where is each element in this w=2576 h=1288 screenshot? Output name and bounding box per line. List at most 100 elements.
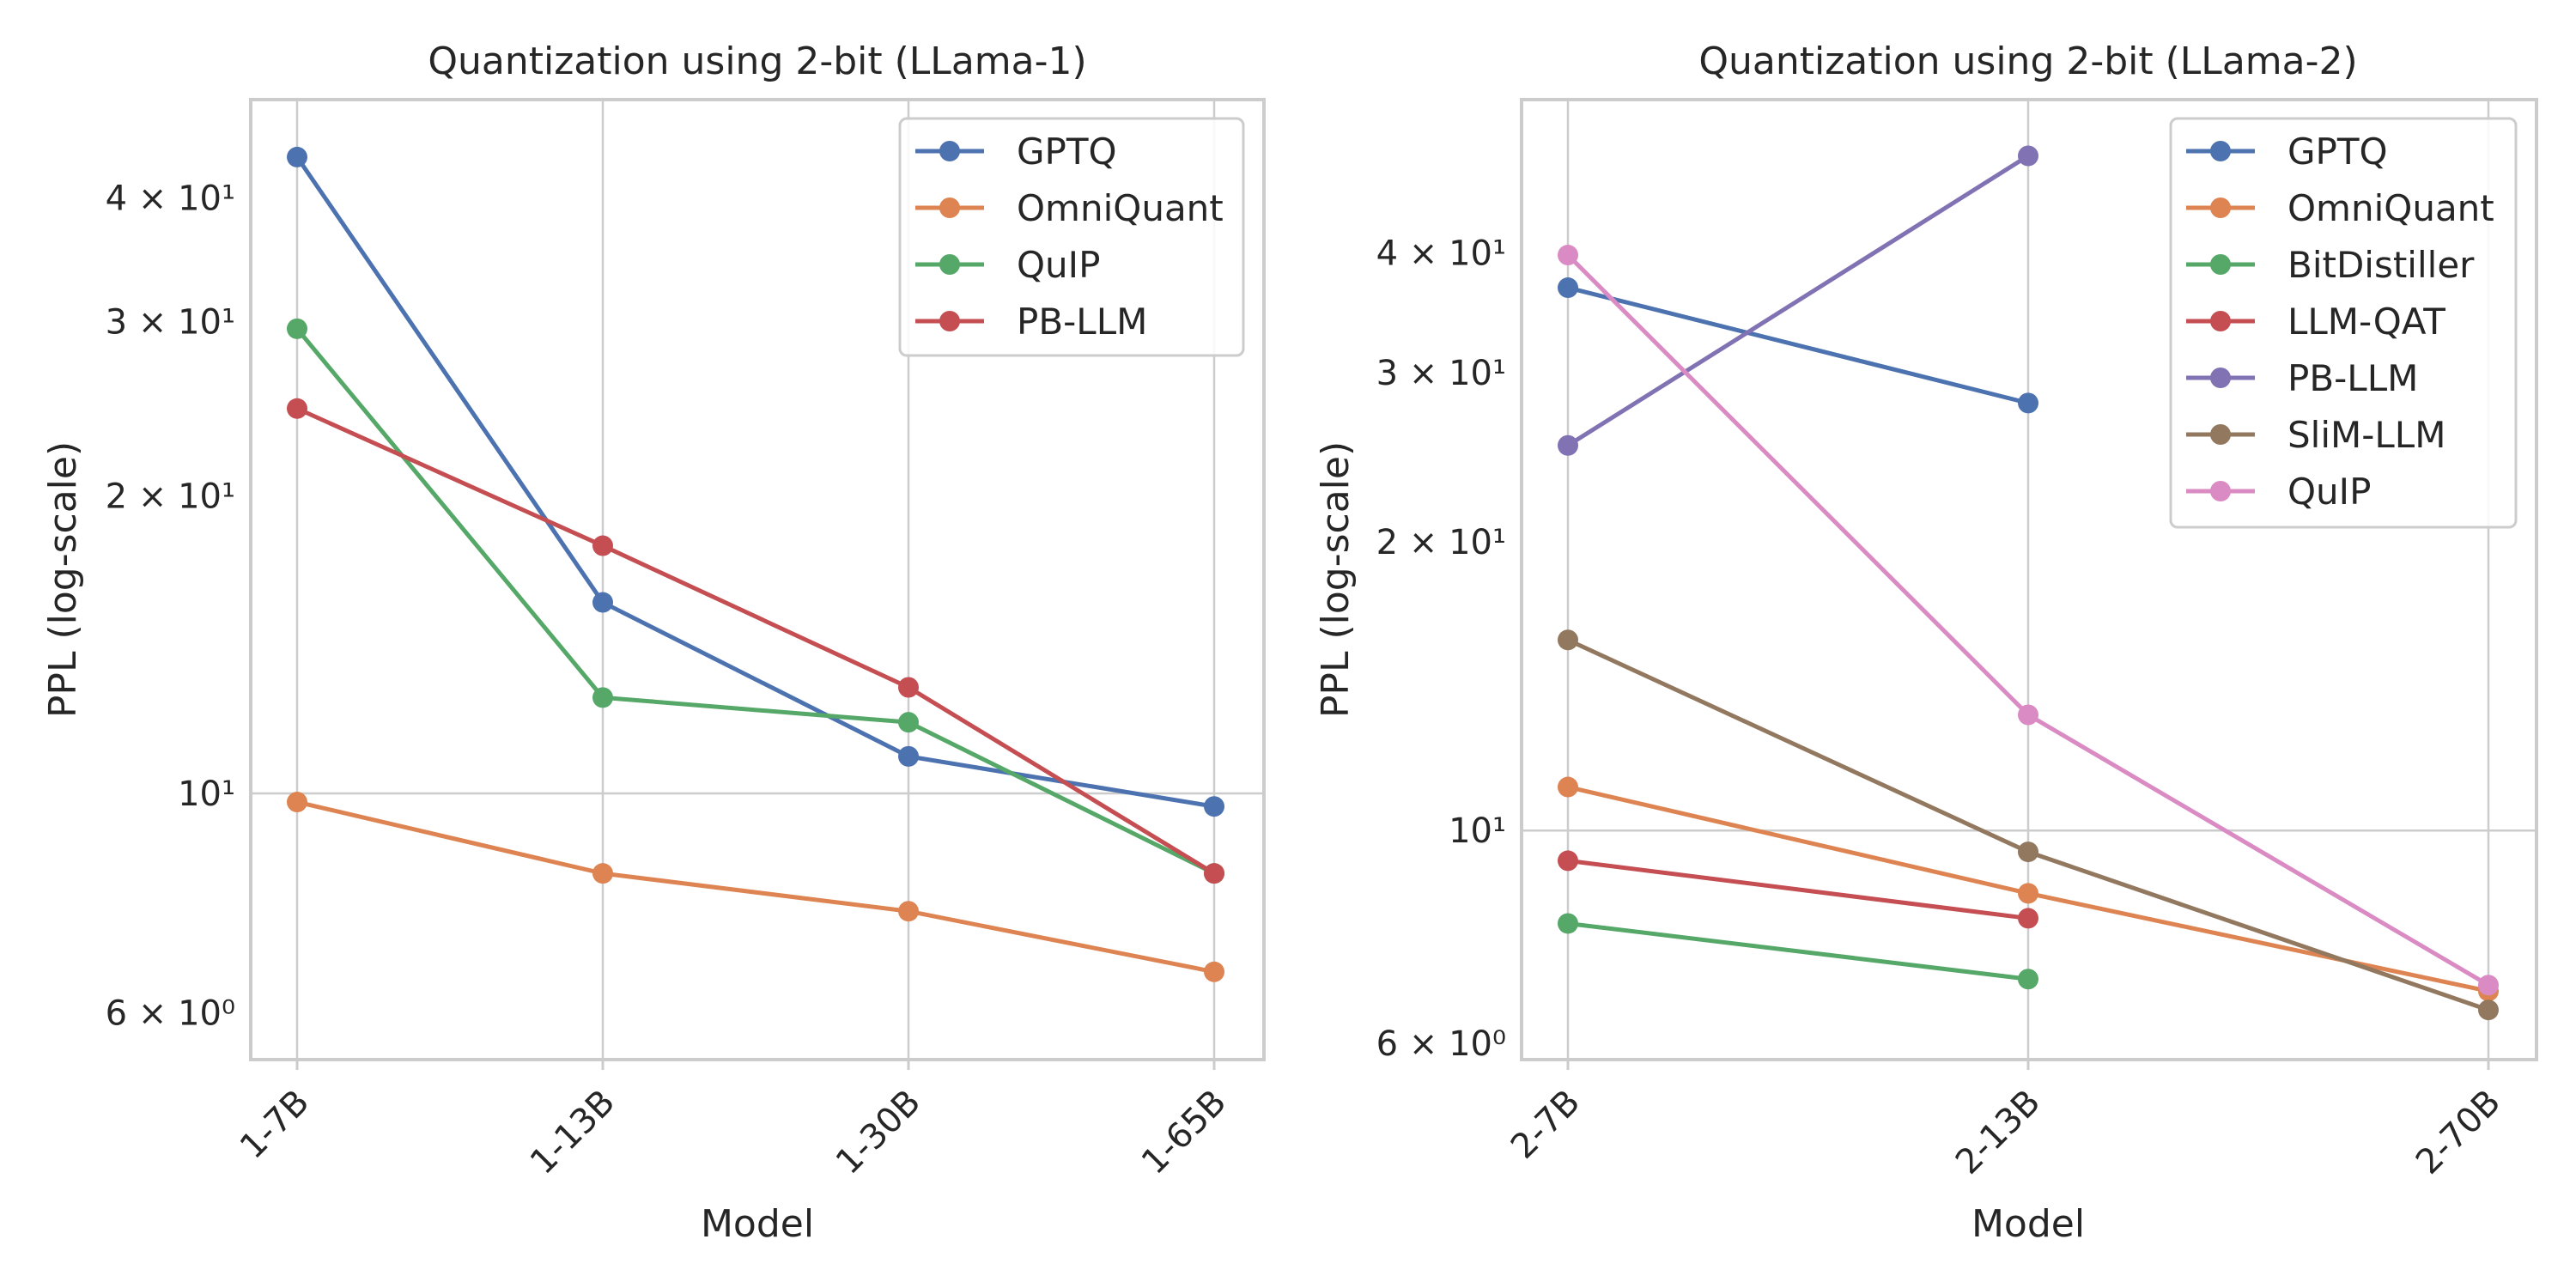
legend-item: GPTQ: [2186, 131, 2388, 173]
series-line: [1567, 285, 2029, 405]
legend-item: LLM-QAT: [2186, 301, 2445, 343]
legend-marker: [939, 197, 960, 218]
data-point: [2018, 908, 2038, 929]
legend-label: BitDistiller: [2287, 244, 2475, 286]
series-line: [1566, 154, 2030, 447]
data-point: [287, 146, 307, 167]
data-point: [1558, 629, 1578, 651]
plot-frame: [1520, 98, 2538, 1061]
y-tick-label: 6 × 10⁰: [106, 993, 235, 1033]
data-point: [898, 712, 919, 733]
series-slim-llm: [1558, 629, 2499, 1021]
x-axis-label: Model: [1971, 1202, 2085, 1246]
data-point: [1558, 434, 1578, 456]
legend: GPTQ OmniQuant QuIP PB-LLM: [898, 117, 1245, 357]
legend-frame: [2169, 117, 2518, 529]
series-line: [296, 799, 1215, 975]
y-tick-label: 3 × 10¹: [1376, 354, 1506, 393]
data-point: [287, 792, 307, 813]
series-line: [1567, 920, 2029, 981]
data-point: [2018, 883, 2038, 904]
legend-label: QuIP: [1017, 244, 1100, 286]
legend-item: QuIP: [2186, 471, 2371, 513]
series-pb-llm: [287, 398, 1224, 884]
legend-label: OmniQuant: [2287, 187, 2494, 229]
y-tick-labels: 6 × 10⁰ 10¹ 2 × 10¹ 3 × 10¹ 4 × 10¹: [106, 179, 235, 1034]
y-tick-label: 10¹: [1449, 811, 1506, 851]
legend-item: PB-LLM: [2186, 357, 2418, 399]
data-point: [898, 745, 919, 767]
x-tick-label: 1-7B: [233, 1083, 317, 1167]
data-point: [1204, 863, 1224, 884]
legend-marker: [939, 254, 960, 275]
y-axis-label: PPL (log-scale): [41, 441, 85, 718]
x-tick-label: 1-65B: [1134, 1083, 1234, 1182]
series-line: [295, 327, 1216, 876]
data-point: [2018, 969, 2038, 990]
series-gptq: [1558, 277, 2038, 414]
data-point: [2018, 704, 2038, 726]
data-point: [2018, 392, 2038, 414]
y-tick-label: 2 × 10¹: [106, 477, 235, 516]
legend-marker: [939, 311, 960, 331]
data-point: [1558, 776, 1578, 798]
data-point: [592, 535, 613, 556]
data-point: [592, 592, 613, 613]
data-point: [898, 677, 919, 698]
series-line: [1567, 858, 2029, 920]
y-tick-label: 2 × 10¹: [1376, 523, 1506, 562]
legend-label: PB-LLM: [2287, 357, 2418, 399]
y-axis-label: PPL (log-scale): [1314, 441, 1358, 718]
series-llm-qat: [1558, 850, 2038, 929]
legend-marker: [2210, 141, 2231, 161]
legend-marker: [939, 141, 960, 161]
series-line: [295, 406, 1216, 876]
chart-title: Quantization using 2-bit (LLama-1): [428, 39, 1086, 83]
chart-llama-2: Quantization using 2-bit (LLama-2) Model…: [1314, 39, 2538, 1246]
y-tick-labels: 6 × 10⁰ 10¹ 2 × 10¹ 3 × 10¹ 4 × 10¹: [1376, 234, 1506, 1064]
legend-label: SliM-LLM: [2287, 414, 2445, 456]
legend-item: PB-LLM: [915, 301, 1147, 343]
legend-label: QuIP: [2287, 471, 2371, 513]
legend-item: OmniQuant: [915, 187, 1224, 229]
legend-item: QuIP: [915, 244, 1100, 286]
y-tick-label: 4 × 10¹: [1376, 234, 1506, 274]
data-point: [287, 318, 307, 339]
legend-label: GPTQ: [2287, 131, 2388, 173]
data-point: [2478, 975, 2499, 996]
data-point: [2018, 145, 2038, 167]
legend-marker: [2210, 197, 2231, 218]
data-point: [1558, 913, 1578, 934]
legend-marker: [2210, 481, 2231, 501]
legend-item: GPTQ: [915, 131, 1117, 173]
legend-marker: [2210, 254, 2231, 275]
series-omniquant: [287, 792, 1224, 982]
data-point: [592, 863, 613, 884]
data-point: [287, 398, 307, 419]
legend: GPTQ OmniQuant BitDistiller LLM-QAT PB-LLM Sl…: [2169, 117, 2518, 529]
data-point: [1558, 245, 1578, 266]
chart-title: Quantization using 2-bit (LLama-2): [1698, 39, 2357, 83]
data-point: [1204, 961, 1224, 982]
y-tick-label: 10¹: [178, 775, 235, 814]
plot-frame: [249, 98, 1266, 1061]
legend-label: GPTQ: [1017, 131, 1117, 173]
data-point: [592, 687, 613, 708]
x-tick-label: 2-7B: [1504, 1083, 1588, 1167]
legend-item: SliM-LLM: [2186, 414, 2445, 456]
legend-marker: [2210, 368, 2231, 388]
data-point: [1558, 277, 1578, 299]
data-point: [2018, 841, 2038, 863]
x-tick-label: 1-30B: [829, 1083, 928, 1182]
series-quip: [1558, 245, 2499, 996]
y-tick-label: 6 × 10⁰: [1376, 1024, 1506, 1064]
legend-label: OmniQuant: [1017, 187, 1224, 229]
y-tick-label: 3 × 10¹: [106, 302, 235, 342]
legend-item: BitDistiller: [2186, 244, 2475, 286]
legend-item: OmniQuant: [2186, 187, 2494, 229]
x-tick-label: 2-70B: [2409, 1083, 2508, 1182]
series-layer: [1558, 145, 2499, 1021]
series-pb-llm: [1558, 145, 2038, 456]
legend-label: LLM-QAT: [2287, 301, 2445, 343]
